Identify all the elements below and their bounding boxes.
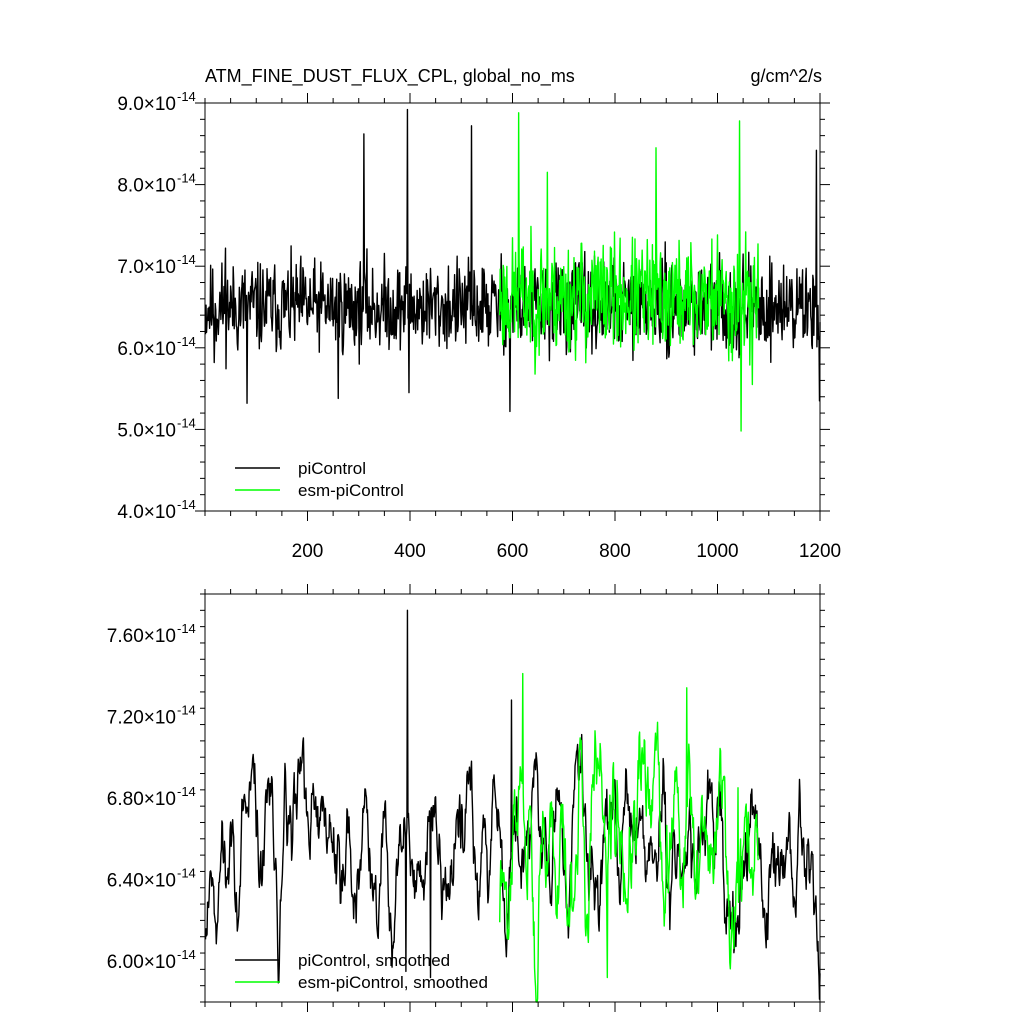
y-tick-label: 7.20×10 xyxy=(107,707,176,728)
series-layer xyxy=(204,609,821,1003)
y-tick-exponent: -14 xyxy=(177,252,196,267)
y-tick-label: 9.0×10 xyxy=(117,94,176,115)
y-tick-label: 8.0×10 xyxy=(117,176,176,197)
x-tick-label: 1200 xyxy=(799,541,841,562)
y-tick-label: 6.40×10 xyxy=(107,871,176,892)
y-tick-exponent: -14 xyxy=(177,621,196,636)
tick-layer xyxy=(195,93,830,521)
legend-label-esm-picontrol-smoothed: esm-piControl, smoothed xyxy=(298,973,488,992)
y-tick-label: 7.60×10 xyxy=(107,626,176,647)
series-line-picontrol xyxy=(204,108,821,413)
y-tick-label: 6.80×10 xyxy=(107,789,176,810)
y-tick-exponent: -14 xyxy=(177,171,196,186)
y-tick-labels: 4.0×10 -145.0×10 -146.0×10 -147.0×10 -148.0×… xyxy=(117,89,195,523)
x-tick-label: 200 xyxy=(292,541,324,562)
y-tick-label: 7.0×10 xyxy=(117,257,176,278)
y-tick-exponent: -14 xyxy=(177,334,196,349)
units-label: g/cm^2/s xyxy=(751,66,822,86)
legend: piControl esm-piControl xyxy=(235,459,404,500)
y-tick-exponent: -14 xyxy=(177,866,196,881)
y-tick-labels: 6.00×10 -146.40×10 -146.80×10 -147.20×10 -14… xyxy=(107,621,196,973)
legend: piControl, smoothed esm-piControl, smoot… xyxy=(235,951,488,992)
y-tick-label: 6.0×10 xyxy=(117,339,176,360)
y-tick-label: 6.00×10 xyxy=(107,952,176,973)
y-tick-label: 4.0×10 xyxy=(117,502,176,523)
x-tick-label: 1000 xyxy=(696,541,738,562)
x-tick-label: 400 xyxy=(394,541,426,562)
series-line-esm-picontrol-smoothed xyxy=(498,672,760,1003)
chart-title: ATM_FINE_DUST_FLUX_CPL, global_no_ms xyxy=(205,66,575,87)
y-tick-exponent: -14 xyxy=(177,784,196,799)
x-tick-labels: 200 400 600 800 1000 1200 xyxy=(292,541,841,562)
tick-layer xyxy=(200,584,825,1012)
series-layer xyxy=(204,108,821,432)
y-tick-label: 5.0×10 xyxy=(117,420,176,441)
x-tick-label: 600 xyxy=(497,541,529,562)
y-tick-exponent: -14 xyxy=(177,702,196,717)
legend-label-esm-picontrol: esm-piControl xyxy=(298,481,404,500)
y-tick-exponent: -14 xyxy=(177,497,196,512)
legend-label-picontrol-smoothed: piControl, smoothed xyxy=(298,951,450,970)
y-tick-exponent: -14 xyxy=(177,89,196,104)
y-tick-exponent: -14 xyxy=(177,947,196,962)
legend-label-picontrol: piControl xyxy=(298,459,366,478)
series-line-esm-picontrol xyxy=(498,112,760,432)
series-line-picontrol-smoothed xyxy=(204,609,821,1000)
bottom-panel: 6.00×10 -146.40×10 -146.80×10 -147.20×10 -14… xyxy=(107,584,825,1012)
top-panel: ATM_FINE_DUST_FLUX_CPL, global_no_ms g/c… xyxy=(117,66,841,562)
x-tick-label: 800 xyxy=(599,541,631,562)
y-tick-exponent: -14 xyxy=(177,415,196,430)
